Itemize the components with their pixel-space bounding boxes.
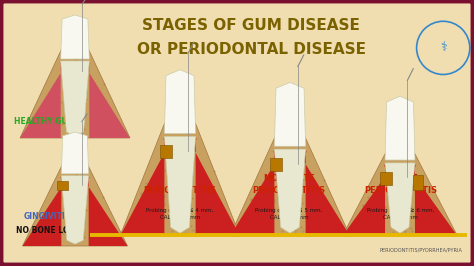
Text: SEVERE: SEVERE (383, 174, 419, 183)
Polygon shape (61, 132, 89, 174)
Polygon shape (385, 163, 415, 233)
Polygon shape (343, 142, 457, 236)
Text: PERIODONTITIS: PERIODONTITIS (364, 186, 437, 195)
Text: STAGES OF GUM DISEASE: STAGES OF GUM DISEASE (142, 18, 360, 33)
Polygon shape (164, 136, 196, 233)
Text: GINGIVITIS: GINGIVITIS (24, 212, 71, 221)
Polygon shape (343, 164, 390, 236)
Text: NO BONE LOSS: NO BONE LOSS (16, 226, 79, 235)
Text: PERIODONTITIS/PYORRHEA/PYRIA: PERIODONTITIS/PYORRHEA/PYRIA (379, 247, 462, 252)
Polygon shape (20, 38, 130, 138)
Polygon shape (230, 124, 350, 236)
Polygon shape (61, 61, 89, 136)
Polygon shape (61, 176, 89, 244)
Polygon shape (410, 164, 457, 236)
Text: PERIODONTITIS: PERIODONTITIS (253, 186, 326, 195)
Text: MILD: MILD (168, 174, 192, 183)
Polygon shape (274, 149, 306, 233)
Polygon shape (301, 151, 350, 236)
Text: Probing depths ≤ 4 mm,
CAL ≤ 1-2 mm: Probing depths ≤ 4 mm, CAL ≤ 1-2 mm (146, 208, 214, 220)
Text: OR PERIODONTAL DISEASE: OR PERIODONTAL DISEASE (137, 42, 366, 57)
Text: ⚕: ⚕ (440, 41, 447, 54)
Text: Probing depths ≤ 5 mm,
CAL ≤ 3-4mm: Probing depths ≤ 5 mm, CAL ≤ 3-4mm (255, 208, 323, 220)
Text: MODERATE: MODERATE (263, 174, 315, 183)
Polygon shape (20, 62, 65, 138)
Polygon shape (164, 70, 196, 134)
Polygon shape (85, 62, 130, 138)
Polygon shape (22, 155, 128, 246)
Polygon shape (120, 107, 240, 236)
Polygon shape (230, 151, 279, 236)
Bar (381, 172, 392, 185)
Bar (160, 145, 172, 158)
Bar (270, 158, 282, 171)
Polygon shape (22, 177, 65, 246)
Polygon shape (61, 15, 89, 59)
Polygon shape (385, 96, 415, 160)
Bar (57, 181, 68, 190)
Text: HEALTHY GUMS: HEALTHY GUMS (14, 117, 81, 126)
Bar (413, 175, 423, 190)
Text: PERIODONTITIS: PERIODONTITIS (144, 186, 217, 195)
Polygon shape (120, 138, 169, 236)
Polygon shape (191, 138, 240, 236)
Text: Probing depths ≥ 6 mm,
CAL ≥ 5 mm: Probing depths ≥ 6 mm, CAL ≥ 5 mm (367, 208, 434, 220)
Polygon shape (84, 177, 128, 246)
Polygon shape (274, 82, 306, 146)
